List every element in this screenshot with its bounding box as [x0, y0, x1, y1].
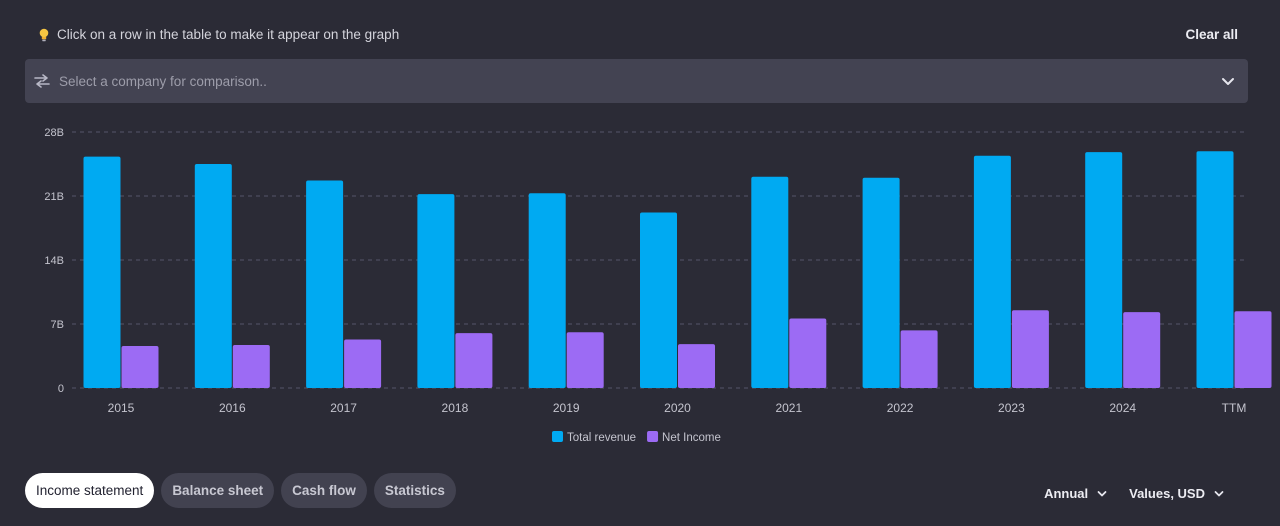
chevron-down-icon — [1214, 490, 1224, 496]
bar-net-income — [232, 345, 270, 388]
bar-total-revenue — [83, 156, 121, 388]
bar-total-revenue — [862, 177, 900, 388]
bar-net-income — [789, 318, 827, 388]
period-select-label: Annual — [1044, 486, 1089, 501]
x-tick-label: TTM — [1222, 401, 1247, 415]
y-tick-label: 7B — [51, 319, 64, 331]
x-tick-label: 2015 — [108, 401, 135, 415]
tab-statistics[interactable]: Statistics — [373, 473, 456, 508]
bar-net-income — [1234, 311, 1272, 388]
tab-cash-flow[interactable]: Cash flow — [281, 473, 367, 508]
tab-income-statement[interactable]: Income statement — [25, 473, 155, 508]
x-tick-label: 2019 — [553, 401, 580, 415]
values-select-label: Values, USD — [1129, 486, 1205, 501]
x-tick-label: 2020 — [664, 401, 691, 415]
x-tick-label: 2017 — [330, 401, 357, 415]
bar-total-revenue — [528, 193, 566, 388]
compare-placeholder: Select a company for comparison.. — [59, 73, 267, 89]
y-tick-label: 14B — [44, 255, 64, 267]
x-tick-label: 2023 — [998, 401, 1025, 415]
bar-total-revenue — [306, 180, 344, 388]
bar-total-revenue — [194, 164, 232, 388]
hint-text: Click on a row in the table to make it a… — [57, 27, 400, 42]
hint-bar: Click on a row in the table to make it a… — [38, 27, 399, 42]
bar-total-revenue — [1085, 152, 1123, 388]
bar-net-income — [678, 344, 715, 388]
legend-label-net-income: Net Income — [662, 432, 721, 444]
bar-net-income — [455, 333, 493, 388]
bar-total-revenue — [640, 212, 677, 388]
period-select[interactable]: Annual — [1044, 486, 1107, 501]
chevron-down-icon — [1097, 490, 1107, 496]
bar-total-revenue — [973, 155, 1011, 388]
x-tick-label: 2022 — [887, 401, 914, 415]
legend-swatch-net-income — [647, 431, 659, 442]
view-selectors: Annual Values, USD — [1044, 486, 1224, 501]
bar-net-income — [900, 330, 938, 388]
clear-all-button[interactable]: Clear all — [1185, 27, 1238, 42]
bar-net-income — [1123, 312, 1161, 388]
bar-total-revenue — [417, 194, 455, 388]
statement-tabs: Income statement Balance sheet Cash flow… — [25, 473, 456, 508]
y-tick-label: 21B — [44, 191, 64, 203]
x-tick-label: 2018 — [442, 401, 469, 415]
bar-net-income — [344, 339, 382, 388]
values-select[interactable]: Values, USD — [1129, 486, 1224, 501]
tab-balance-sheet[interactable]: Balance sheet — [161, 473, 275, 508]
x-tick-label: 2016 — [219, 401, 246, 415]
bar-net-income — [121, 345, 159, 388]
lightbulb-icon — [38, 28, 50, 42]
x-tick-label: 2024 — [1109, 401, 1136, 415]
legend-swatch-total-revenue — [552, 431, 563, 442]
swap-arrows-icon — [34, 74, 50, 88]
chevron-down-icon — [1222, 78, 1234, 85]
bar-total-revenue — [1196, 151, 1234, 388]
company-compare-select[interactable]: Select a company for comparison.. — [25, 59, 1248, 103]
legend-label-total-revenue: Total revenue — [567, 432, 636, 444]
y-tick-label: 0 — [58, 383, 64, 395]
bar-net-income — [566, 332, 604, 388]
x-tick-label: 2021 — [775, 401, 802, 415]
revenue-income-chart: 0 7B 14B 21B 28B 2015 2016 2017 2018 2019 2020 2021… — [44, 127, 1272, 444]
bar-net-income — [1011, 310, 1049, 388]
bar-total-revenue — [751, 176, 789, 388]
y-tick-label: 28B — [44, 127, 64, 139]
